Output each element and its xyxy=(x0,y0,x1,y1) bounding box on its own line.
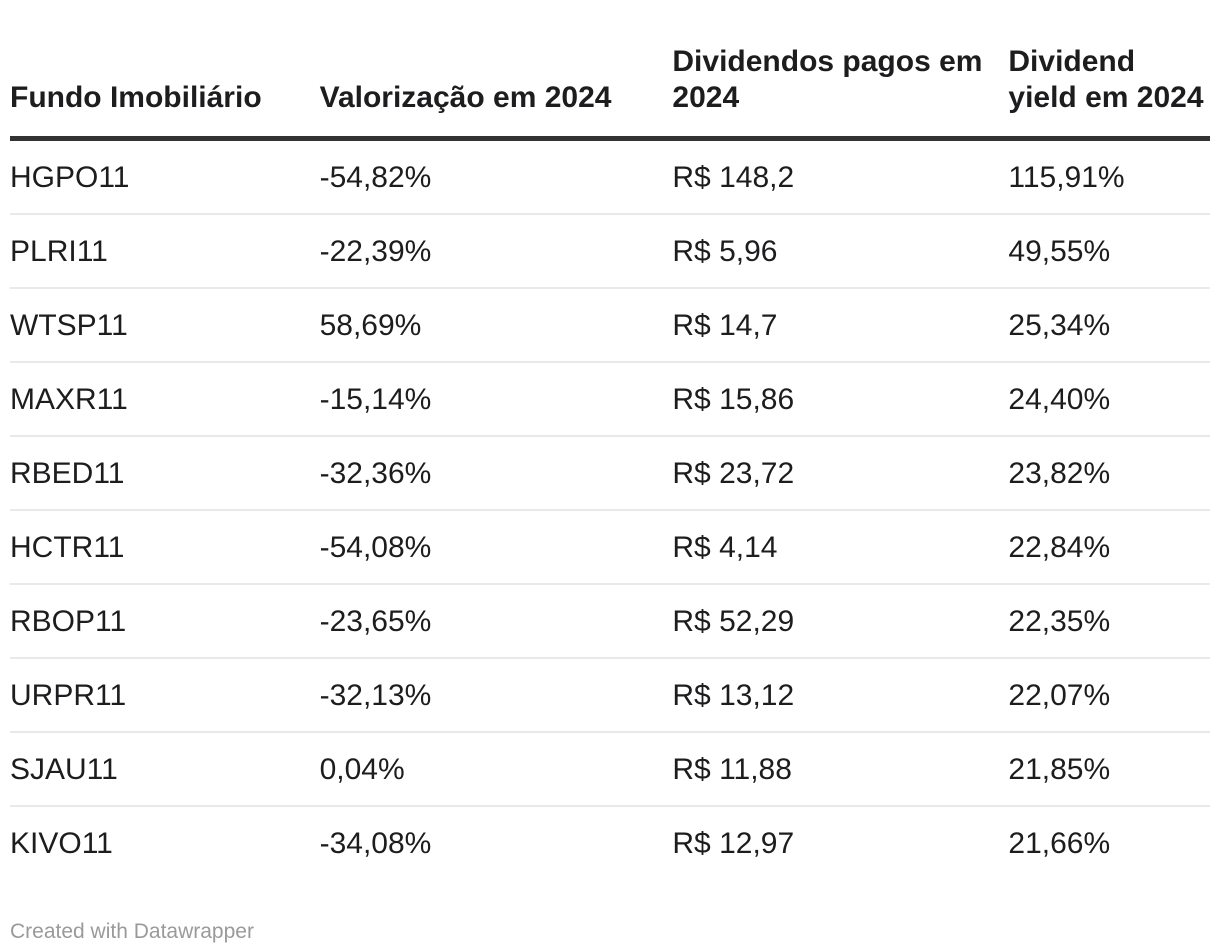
cell-fundo-imobiliario: KIVO11 xyxy=(10,827,113,860)
table-row: MAXR11 -15,14% R$ 15,86 24,40% xyxy=(10,362,1210,437)
cell-fundo-imobiliario: HGPO11 xyxy=(10,138,320,215)
cell-fundo-imobiliario: MAXR11 xyxy=(10,362,320,437)
cell-valorizacao-2024: -54,82% xyxy=(319,138,673,215)
cell-fundo-imobiliario: SJAU11 xyxy=(10,732,320,807)
cell-dividend-yield-2024: 25,34% xyxy=(1008,288,1210,363)
cell-valorizacao-2024: -22,39% xyxy=(319,214,673,289)
cell-fundo-imobiliario: RBED11 xyxy=(10,436,320,511)
cell-dividendos-pagos-2024: R$ 52,29 xyxy=(672,584,1009,659)
fii-dividend-table: Fundo Imobiliário Valorização em 2024 Di… xyxy=(10,0,1210,879)
cell-valorizacao-2024: -54,08% xyxy=(319,510,673,585)
cell-fundo-imobiliario: RBOP11 xyxy=(10,584,320,659)
cell-valorizacao-2024: -32,13% xyxy=(319,658,673,733)
cell-dividend-yield-2024: 115,91% xyxy=(1008,138,1210,215)
cell-dividendos-pagos-2024: R$ 4,14 xyxy=(672,510,1009,585)
table-row: KIVO11 -34,08% R$ 12,97 21,66% xyxy=(10,806,1210,879)
column-header-fundo-imobiliario: Fundo Imobiliário xyxy=(10,0,320,141)
cell-dividend-yield-2024: 22,35% xyxy=(1008,584,1210,659)
table-row: PLRI11 -22,39% R$ 5,96 49,55% xyxy=(10,214,1210,289)
table-row: HGPO11 -54,82% R$ 148,2 115,91% xyxy=(10,138,1210,215)
cell-dividend-yield-2024: 22,84% xyxy=(1008,510,1210,585)
cell-valorizacao-2024: -23,65% xyxy=(319,584,673,659)
cell-dividend-yield-2024: 49,55% xyxy=(1008,214,1210,289)
cell-fundo-imobiliario: HCTR11 xyxy=(10,510,320,585)
table-row: RBOP11 -23,65% R$ 52,29 22,35% xyxy=(10,584,1210,659)
table-row: HCTR11 -54,08% R$ 4,14 22,84% xyxy=(10,510,1210,585)
cell-dividendos-pagos-2024: R$ 11,88 xyxy=(672,732,1009,807)
cell-valorizacao-2024: -15,14% xyxy=(319,362,673,437)
header-row: Fundo Imobiliário Valorização em 2024 Di… xyxy=(10,0,1210,141)
cell-valorizacao-2024: -34,08% xyxy=(319,827,432,860)
cell-dividendos-pagos-2024: R$ 5,96 xyxy=(672,214,1009,289)
table-row: RBED11 -32,36% R$ 23,72 23,82% xyxy=(10,436,1210,511)
column-header-valorizacao-2024: Valorização em 2024 xyxy=(319,0,673,141)
column-header-dividendos-pagos-2024: Dividendos pagos em 2024 xyxy=(672,0,1009,141)
cell-valorizacao-2024: -32,36% xyxy=(319,436,673,511)
table-row: WTSP11 58,69% R$ 14,7 25,34% xyxy=(10,288,1210,363)
cell-fundo-imobiliario: URPR11 xyxy=(10,658,320,733)
cell-dividend-yield-2024: 21,85% xyxy=(1008,732,1210,807)
cell-dividend-yield-2024: 22,07% xyxy=(1008,658,1210,733)
cell-dividendos-pagos-2024: R$ 14,7 xyxy=(672,288,1009,363)
cell-dividendos-pagos-2024: R$ 148,2 xyxy=(672,138,1009,215)
attribution-text: Created with Datawrapper xyxy=(10,920,254,943)
cell-dividendos-pagos-2024: R$ 13,12 xyxy=(672,658,1009,733)
table-row: URPR11 -32,13% R$ 13,12 22,07% xyxy=(10,658,1210,733)
cell-dividendos-pagos-2024: R$ 23,72 xyxy=(672,436,1009,511)
cell-dividend-yield-2024: 24,40% xyxy=(1008,362,1210,437)
cell-fundo-imobiliario: WTSP11 xyxy=(10,288,320,363)
cell-dividendos-pagos-2024: R$ 15,86 xyxy=(672,362,1009,437)
cell-fundo-imobiliario: PLRI11 xyxy=(10,214,320,289)
cell-dividend-yield-2024: 21,66% xyxy=(1008,827,1111,860)
cell-dividend-yield-2024: 23,82% xyxy=(1008,436,1210,511)
table-row: SJAU11 0,04% R$ 11,88 21,85% xyxy=(10,732,1210,807)
cell-dividendos-pagos-2024: R$ 12,97 xyxy=(672,827,795,860)
column-header-dividend-yield-2024: Dividend yield em 2024 xyxy=(1008,0,1210,141)
cell-valorizacao-2024: 58,69% xyxy=(319,288,673,363)
cell-valorizacao-2024: 0,04% xyxy=(319,732,673,807)
